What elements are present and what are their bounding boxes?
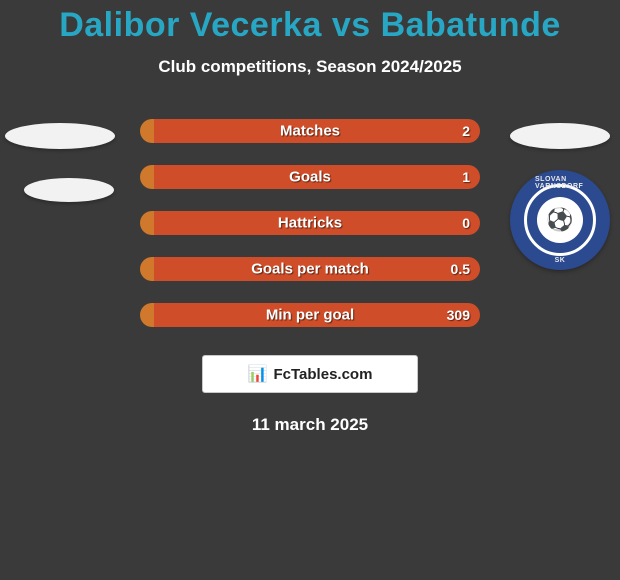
- brand-box: 📊 FcTables.com: [202, 355, 418, 393]
- stat-bar-left-fill: [140, 257, 154, 281]
- page-title: Dalibor Vecerka vs Babatunde: [0, 0, 620, 45]
- club-badge: SLOVAN VARNSDORF ⚽ SK: [510, 170, 610, 270]
- stat-label: Hattricks: [278, 215, 342, 232]
- stat-bar-left-fill: [140, 303, 154, 327]
- stat-label: Min per goal: [266, 307, 354, 324]
- badge-text-top: SLOVAN VARNSDORF: [535, 176, 585, 190]
- date-text: 11 march 2025: [0, 415, 620, 435]
- player-left-oval-1: [5, 123, 115, 149]
- stat-value-right: 0: [462, 215, 470, 231]
- soccer-ball-icon: ⚽: [537, 197, 583, 243]
- stat-bar: Goals per match 0.5: [140, 257, 480, 281]
- chart-icon: 📊: [248, 364, 268, 384]
- stat-bar-left-fill: [140, 119, 154, 143]
- stat-value-right: 2: [462, 123, 470, 139]
- stat-bar: Min per goal 309: [140, 303, 480, 327]
- stat-bar: Goals 1: [140, 165, 480, 189]
- stat-value-right: 1: [462, 169, 470, 185]
- stat-bar-left-fill: [140, 211, 154, 235]
- badge-text-bottom: SK: [555, 257, 566, 264]
- stat-value-right: 0.5: [451, 261, 470, 277]
- player-right-oval-1: [510, 123, 610, 149]
- badge-inner-ring: ⚽: [524, 184, 596, 256]
- page-subtitle: Club competitions, Season 2024/2025: [0, 57, 620, 77]
- comparison-infographic: Dalibor Vecerka vs Babatunde Club compet…: [0, 0, 620, 580]
- stat-label: Goals per match: [251, 261, 369, 278]
- stat-bar: Hattricks 0: [140, 211, 480, 235]
- brand-text: FcTables.com: [274, 366, 373, 383]
- player-left-oval-2: [24, 178, 114, 202]
- stat-bar: Matches 2: [140, 119, 480, 143]
- stat-bar-left-fill: [140, 165, 154, 189]
- stat-label: Goals: [289, 169, 331, 186]
- stat-value-right: 309: [447, 307, 470, 323]
- stat-label: Matches: [280, 123, 340, 140]
